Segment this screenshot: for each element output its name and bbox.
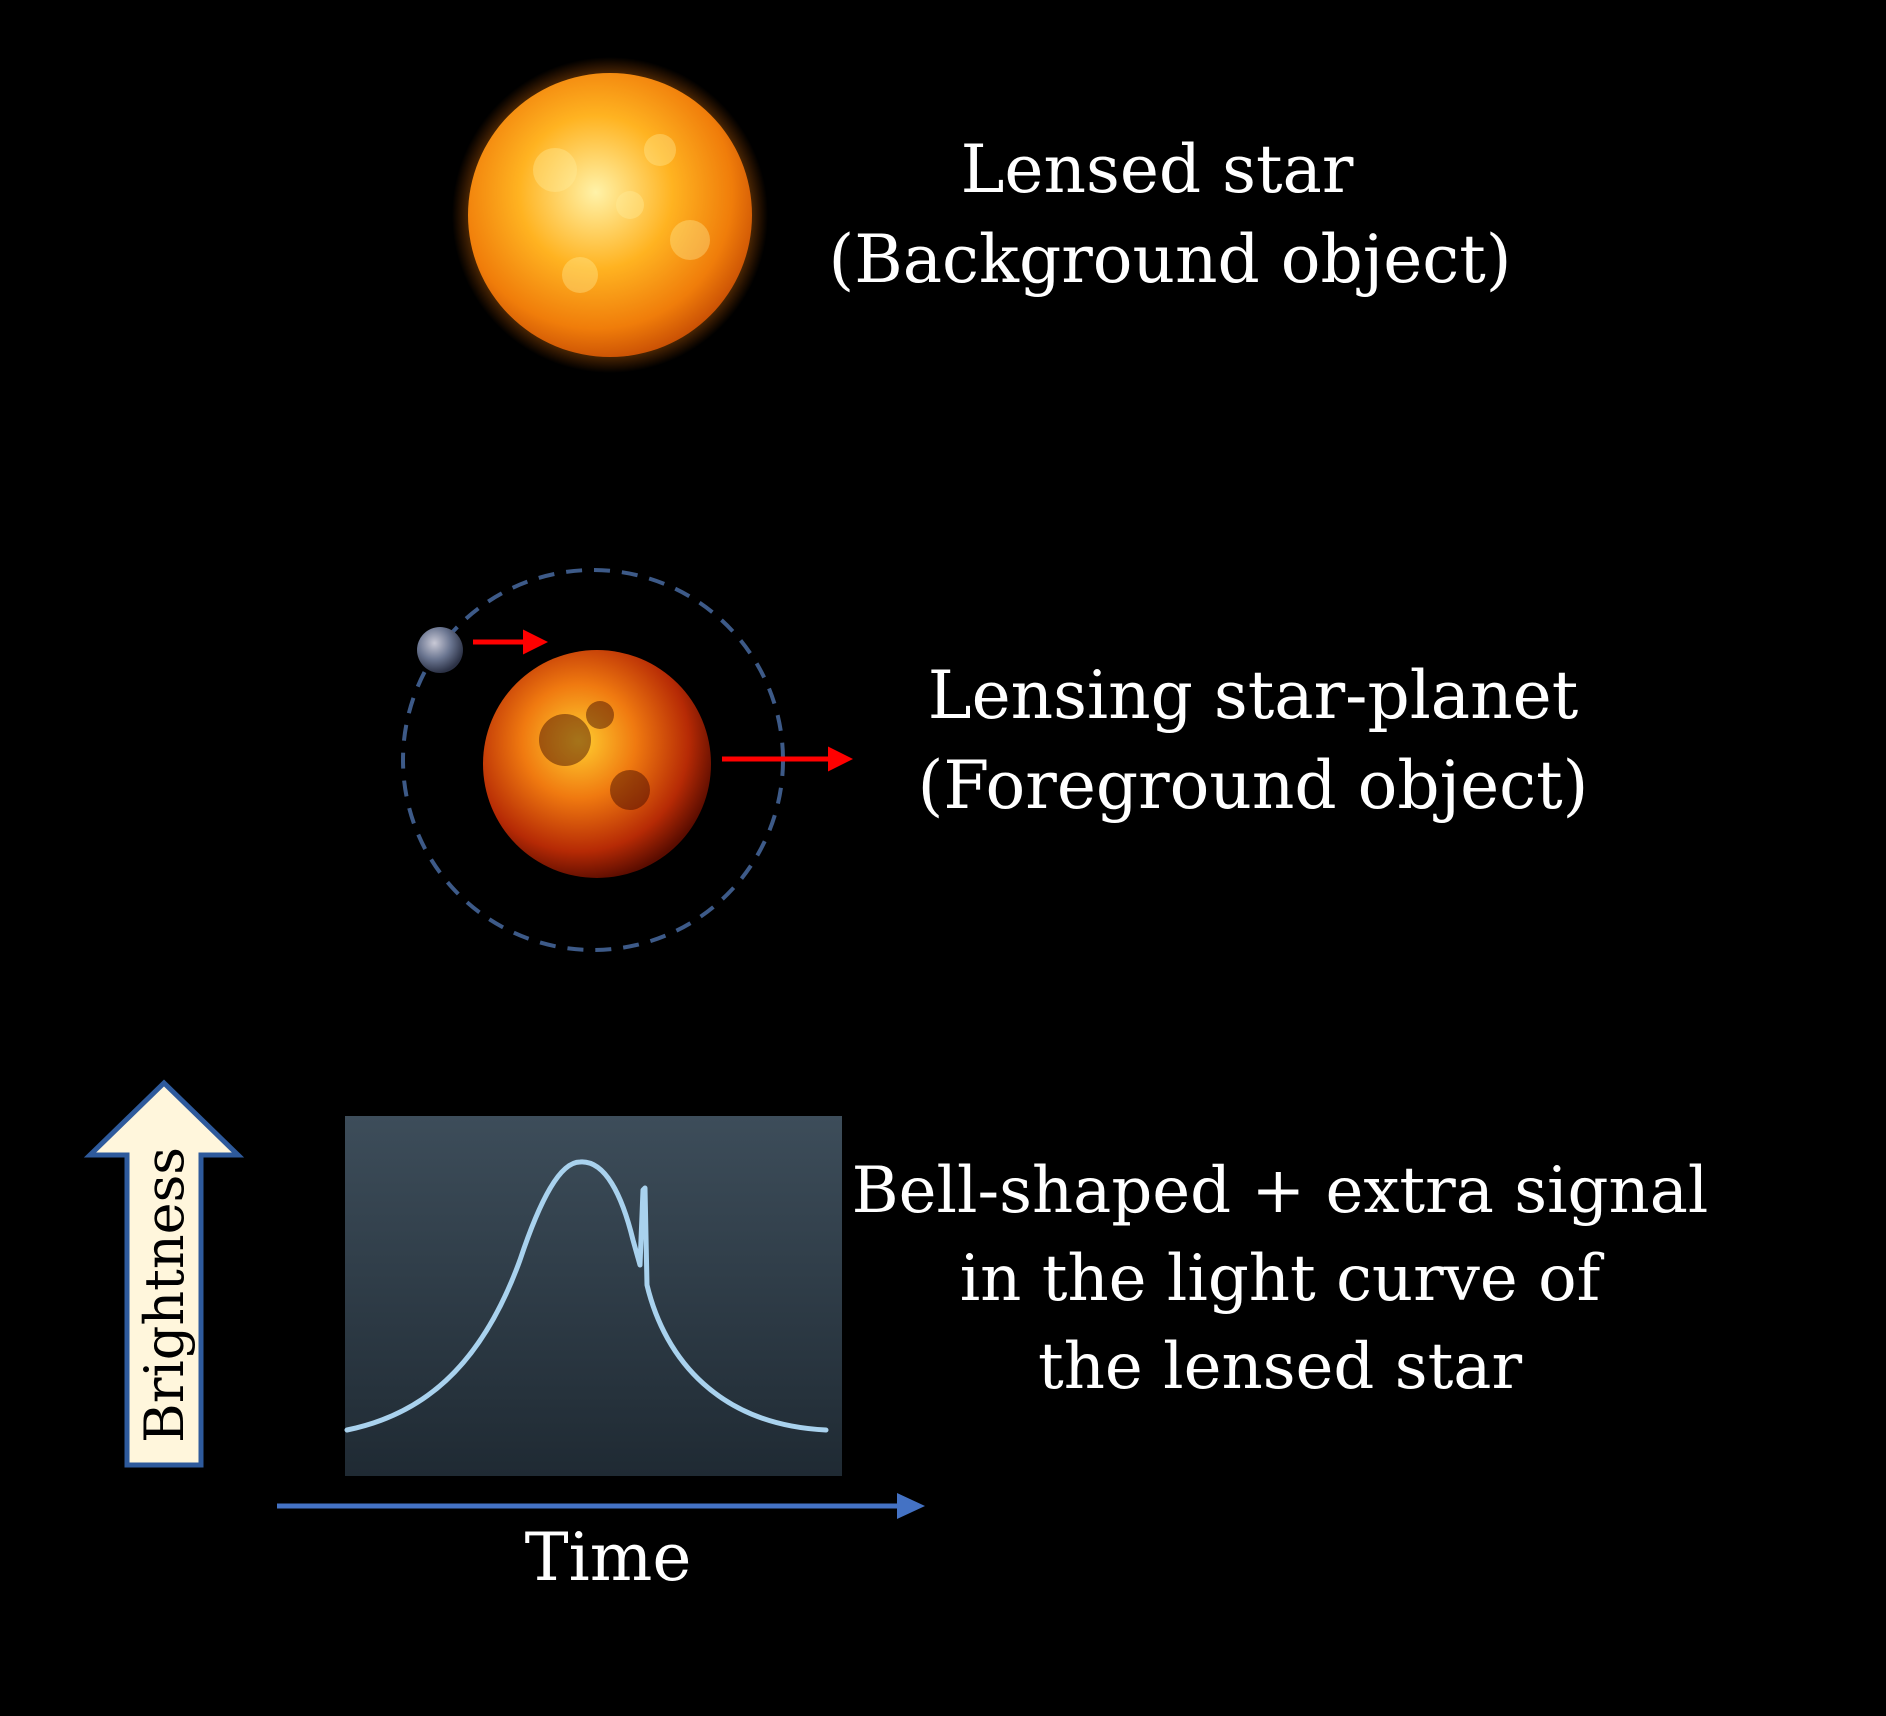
brightness-axis: Brightness (83, 1079, 245, 1468)
light-curve (344, 1116, 842, 1476)
time-arrow-head (897, 1493, 925, 1519)
lensing-system (401, 568, 853, 952)
caption-line1: Bell-shaped + extra signal (852, 1154, 1709, 1228)
lensed-star (452, 57, 768, 373)
light-curve-line (344, 1159, 829, 1433)
planet (417, 627, 463, 673)
caption-line3: the lensed star (1038, 1330, 1522, 1404)
brightness-arrow (83, 1079, 245, 1468)
lensed-star-label-line2: (Background object) (828, 221, 1511, 298)
lensed-star-label-line1: Lensed star (961, 131, 1354, 208)
brightness-label: Brightness (133, 1147, 196, 1443)
lensing-star (483, 650, 711, 878)
lensing-system-label-line2: (Foreground object) (918, 747, 1589, 824)
time-label: Time (525, 1519, 692, 1596)
caption-line2: in the light curve of (960, 1242, 1605, 1316)
lensing-system-label-line1: Lensing star-planet (928, 657, 1579, 734)
time-axis: Time (277, 1493, 925, 1596)
